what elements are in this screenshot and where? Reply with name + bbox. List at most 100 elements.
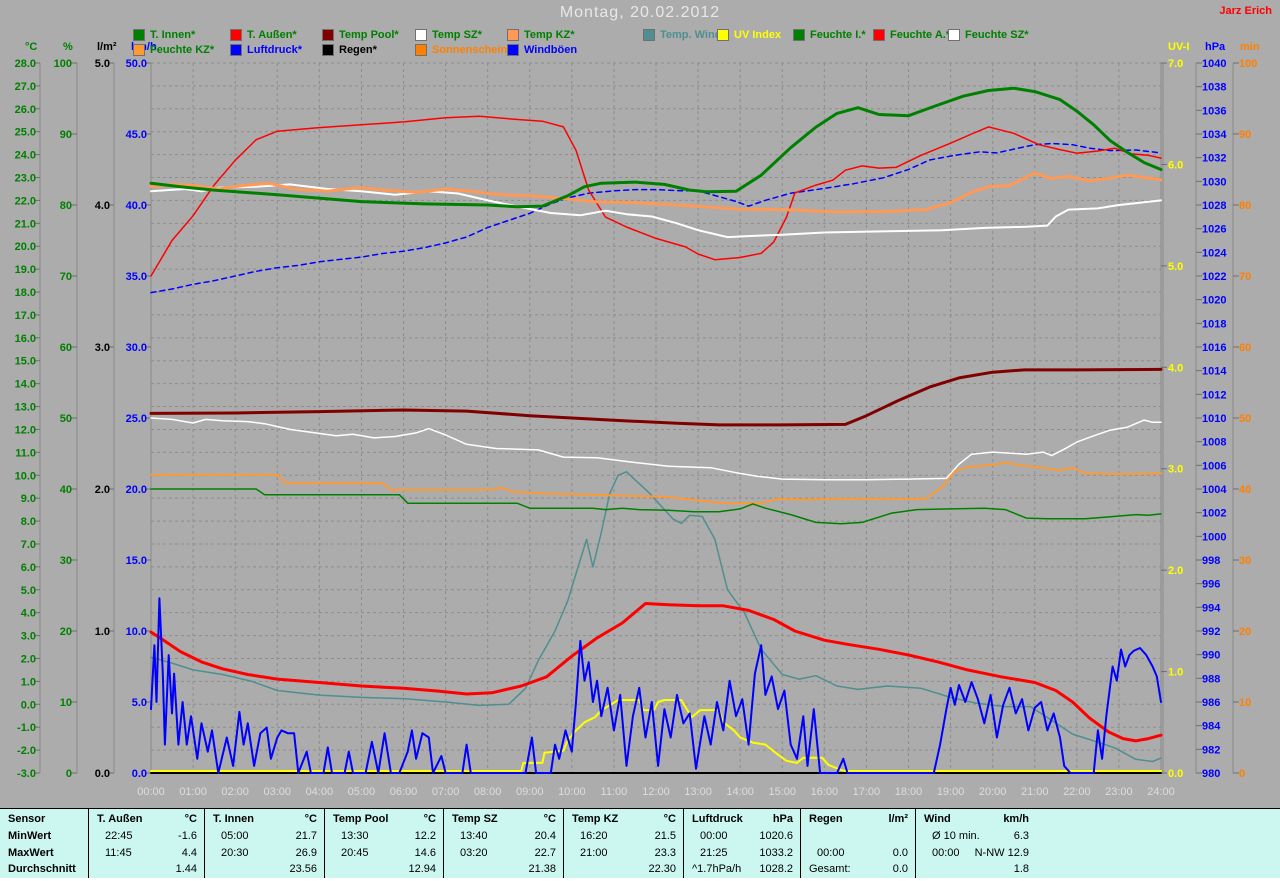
x-tick-label: 14:00 (726, 786, 754, 798)
axis-tick-label: 1028 (1202, 200, 1226, 212)
series-t-innen (149, 86, 1163, 209)
axis-tick-label: 1.0 (21, 676, 36, 688)
table-cell: 22.7 (534, 847, 556, 859)
x-tick-label: 16:00 (811, 786, 839, 798)
table-cell: °C (423, 813, 436, 825)
axis-tick-label: 70 (60, 271, 72, 283)
legend-item-windb-en[interactable]: Windböen (507, 44, 577, 56)
legend-item-t-innen-[interactable]: T. Innen* (133, 29, 195, 41)
table-cell: 20.4 (534, 830, 556, 842)
x-tick-label: 10:00 (558, 786, 586, 798)
series-luftdruck (150, 142, 1162, 294)
legend-item-feuchte-i-[interactable]: Feuchte I.* (793, 29, 866, 41)
table-column-temp-pool: Temp Pool °C 13:30 12.2 20:45 14.6 12.94 (324, 809, 443, 878)
axis-tick-label: 30 (1239, 555, 1251, 567)
axis-tick-label: 11.0 (15, 447, 36, 459)
series-feuchte-i (150, 488, 1162, 525)
table-cell: °C (663, 813, 676, 825)
axis-tick-label: 10.0 (15, 470, 36, 482)
axis-tick-label: 15.0 (15, 356, 36, 368)
table-cell: 13:30 (341, 830, 369, 842)
x-tick-label: 07:00 (432, 786, 460, 798)
legend-item-temp-pool-[interactable]: Temp Pool* (322, 29, 399, 41)
axis-tick-label: 0 (66, 768, 72, 780)
axis-tick-label: 5.0 (95, 58, 110, 70)
legend-item-feuchte-sz-[interactable]: Feuchte SZ* (948, 29, 1029, 41)
axis-tick-label: 2.0 (21, 653, 36, 665)
x-tick-label: 05:00 (348, 786, 376, 798)
axis-tick-label: 9.0 (21, 493, 36, 505)
axis-tick-label: 3.0 (95, 342, 110, 354)
series-windboeen (150, 597, 1162, 774)
axis-tick-label: 30.0 (126, 342, 147, 354)
axis-tick-label: 990 (1202, 650, 1220, 662)
legend-item-regen-[interactable]: Regen* (322, 44, 377, 56)
axis-tick-label: 5.0 (21, 585, 36, 597)
table-cell: 26.9 (295, 847, 317, 859)
axis-tick-label: 26.0 (15, 104, 36, 116)
axis-tick-label: 992 (1202, 626, 1220, 638)
axis-tick-label: 998 (1202, 555, 1220, 567)
legend-swatch (230, 29, 242, 41)
table-cell: T. Innen (213, 813, 254, 825)
axis-tick-label: 1010 (1202, 413, 1226, 425)
axis-tick-label: 2.0 (95, 484, 110, 496)
legend-item-sonnenschein[interactable]: Sonnenschein (415, 44, 507, 56)
axis-title: UV-I (1168, 41, 1189, 53)
legend-item-temp-wind-[interactable]: Temp. Wind* (643, 29, 726, 41)
axis-tick-label: 986 (1202, 697, 1220, 709)
legend-item-luftdruck-[interactable]: Luftdruck* (230, 44, 302, 56)
series-temp-sz (150, 183, 1162, 239)
axis-tick-label: 3.0 (1168, 464, 1183, 476)
axis-tick-label: 21.0 (15, 218, 36, 230)
legend-item-temp-kz-[interactable]: Temp KZ* (507, 29, 575, 41)
axis-tick-label: 13.0 (15, 402, 36, 414)
axis-tick-label: 7.0 (1168, 58, 1183, 70)
axis-tick-label: 0 (1239, 768, 1245, 780)
legend-item-temp-sz-[interactable]: Temp SZ* (415, 29, 482, 41)
axes: -3.0 -2.0 -1.0 0.0 1.0 2.0 3.0 4.0 5.0 6.0 7.0 8.0 9… (15, 41, 1260, 780)
table-cell: 1020.6 (759, 830, 793, 842)
legend-label: Temp. Wind* (660, 29, 726, 41)
table-row-label: MaxWert (8, 847, 54, 859)
x-tick-label: 02:00 (221, 786, 249, 798)
legend-swatch (643, 29, 655, 41)
axis-tick-label: 1018 (1202, 318, 1226, 330)
table-cell: Regen (809, 813, 843, 825)
x-tick-label: 18:00 (895, 786, 923, 798)
axis-tick-label: 988 (1202, 673, 1220, 685)
axis-tick-label: 16.0 (15, 333, 36, 345)
axis-tick-label: 28.0 (15, 58, 36, 70)
table-cell: 6.3 (1013, 830, 1029, 842)
legend-item-feuchte-kz-[interactable]: Feuchte KZ* (133, 44, 214, 56)
axis-tick-label: 80 (60, 200, 72, 212)
axis-tick-label: 35.0 (126, 271, 147, 283)
axis-tick-label: 70 (1239, 271, 1251, 283)
x-tick-label: 17:00 (853, 786, 881, 798)
axis-tick-label: 5.0 (132, 697, 147, 709)
axis-tick-label: 60 (60, 342, 72, 354)
x-tick-label: 13:00 (684, 786, 712, 798)
series-feuchte-sz (150, 417, 1162, 481)
table-column-luftdruck: Luftdruck hPa 00:00 1020.6 21:25 1033.2 ^1.7hP… (683, 809, 800, 878)
table-cell: °C (184, 813, 197, 825)
axis-tick-label: 100 (54, 58, 72, 70)
legend-item-feuchte-a-[interactable]: Feuchte A.* (873, 29, 950, 41)
table-cell: l/m² (888, 813, 908, 825)
axis-title: °C (25, 41, 37, 53)
axis-tick-label: 20.0 (15, 241, 36, 253)
axis-tick-label: 3.0 (21, 631, 36, 643)
axis-tick-label: 1004 (1202, 484, 1227, 496)
table-cell: Gesamt: (809, 863, 851, 875)
legend-label: T. Innen* (150, 29, 196, 41)
axis-tick-label: 1.0 (95, 626, 110, 638)
legend-item-uv-index[interactable]: UV Index (717, 29, 781, 41)
axis-tick-label: 0.0 (1168, 768, 1183, 780)
table-cell: 22:45 (105, 830, 133, 842)
legend-label: Sonnenschein (432, 44, 508, 56)
table-cell: T. Außen (97, 813, 143, 825)
table-cell: 1033.2 (759, 847, 793, 859)
axis-tick-label: 1008 (1202, 437, 1226, 449)
legend-item-t-au-en-[interactable]: T. Außen* (230, 29, 297, 41)
